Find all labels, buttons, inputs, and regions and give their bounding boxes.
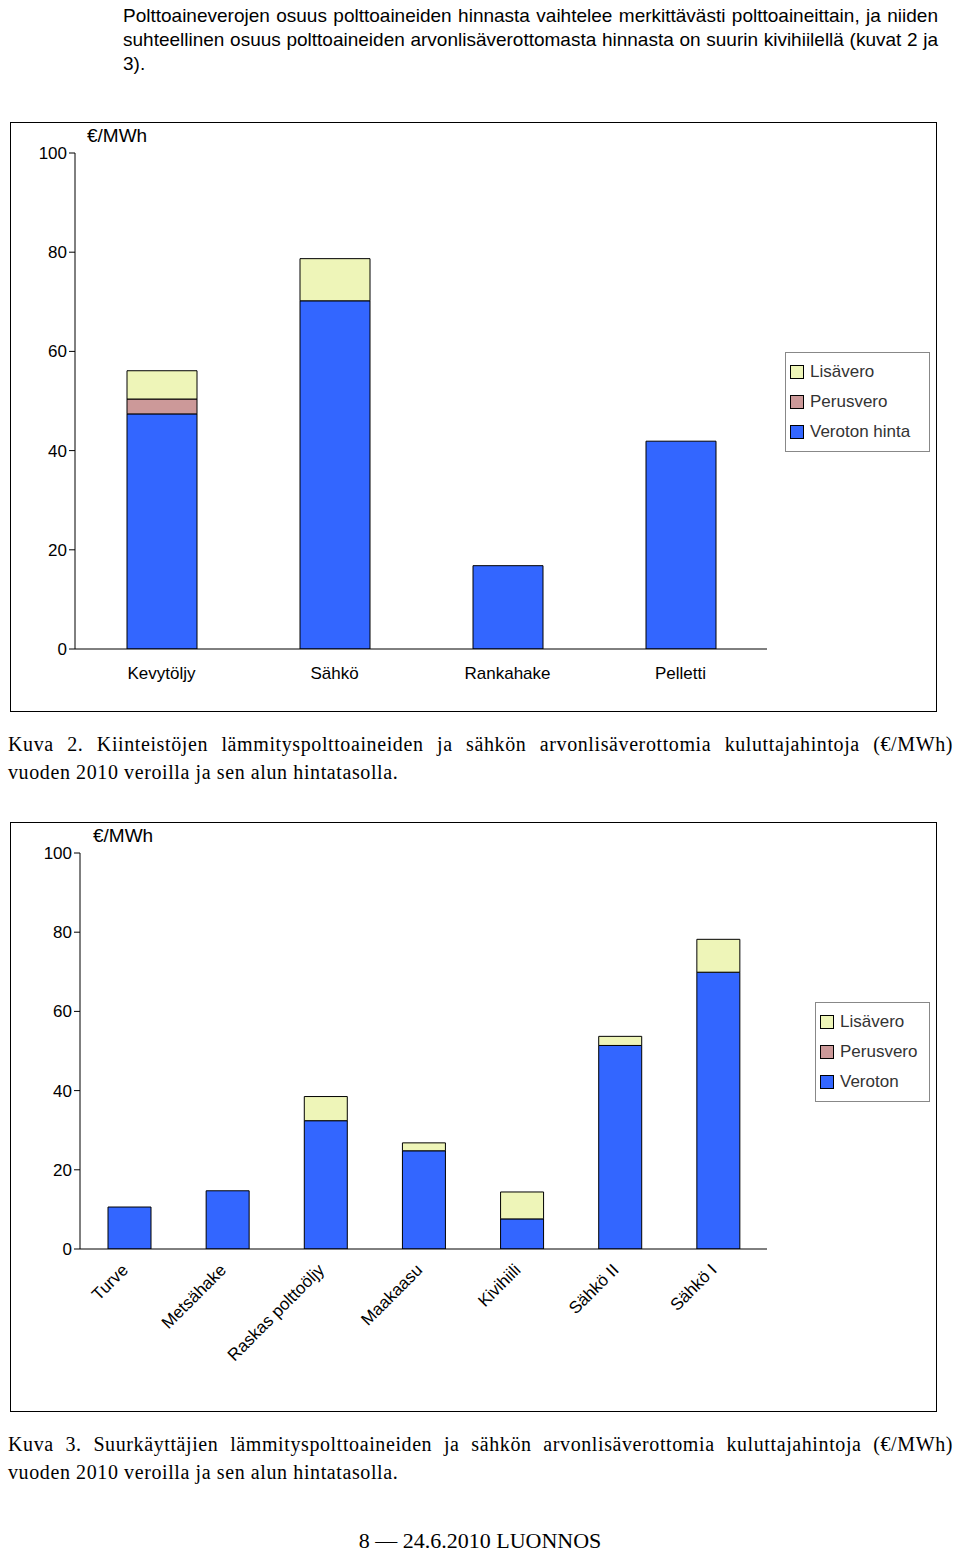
html-text:Perusvero: Perusvero	[840, 1042, 918, 1061]
svg-text:60: 60	[53, 1002, 72, 1021]
html-text:Kuva 3. Suurkäyttäjien lämmity: Kuva 3. Suurkäyttäjien lämmityspolttoain…	[8, 1433, 953, 1483]
svg-text:Metsähake: Metsähake	[158, 1260, 230, 1332]
svg-text:Sähkö II: Sähkö II	[565, 1260, 623, 1318]
svg-text:Turve: Turve	[88, 1260, 132, 1304]
svg-text:20: 20	[48, 541, 67, 560]
svg-text:60: 60	[48, 342, 67, 361]
svg-text:20: 20	[53, 1161, 72, 1180]
svg-text:80: 80	[53, 923, 72, 942]
html-text:Polttoaineverojen osuus poltto: Polttoaineverojen osuus polttoaineiden h…	[123, 5, 938, 74]
svg-text:100: 100	[39, 144, 67, 163]
svg-text:Sähkö: Sähkö	[310, 664, 358, 683]
svg-text:0: 0	[58, 640, 67, 659]
svg-text:Maakaasu: Maakaasu	[357, 1260, 426, 1329]
html-text:€/MWh: €/MWh	[93, 825, 154, 846]
svg-text:Sähkö I: Sähkö I	[667, 1260, 721, 1314]
svg-text:100: 100	[44, 844, 72, 863]
svg-text:40: 40	[48, 442, 67, 461]
svg-text:Kevytöljy: Kevytöljy	[127, 664, 196, 683]
svg-text:80: 80	[48, 243, 67, 262]
html-text:€/MWh: €/MWh	[87, 125, 148, 146]
svg-text:Rankahake: Rankahake	[464, 664, 550, 683]
svg-text:40: 40	[53, 1082, 72, 1101]
html-text:Lisävero: Lisävero	[810, 362, 875, 381]
svg-text:Raskas polttoöljy: Raskas polttoöljy	[224, 1260, 329, 1365]
svg-text:Kivihiili: Kivihiili	[474, 1260, 524, 1310]
svg-text:Pelletti: Pelletti	[655, 664, 706, 683]
svg-text:0: 0	[63, 1240, 72, 1259]
html-text:Veroton: Veroton	[840, 1072, 899, 1091]
html-text:Lisävero: Lisävero	[840, 1012, 905, 1031]
html-text:8 — 24.6.2010 LUONNOS: 8 — 24.6.2010 LUONNOS	[358, 1528, 602, 1553]
html-text:Veroton hinta: Veroton hinta	[810, 422, 911, 441]
html-text:Kuva 2. Kiinteistöjen lämmitys: Kuva 2. Kiinteistöjen lämmityspolttoaine…	[8, 733, 953, 783]
html-text:Perusvero: Perusvero	[810, 392, 888, 411]
